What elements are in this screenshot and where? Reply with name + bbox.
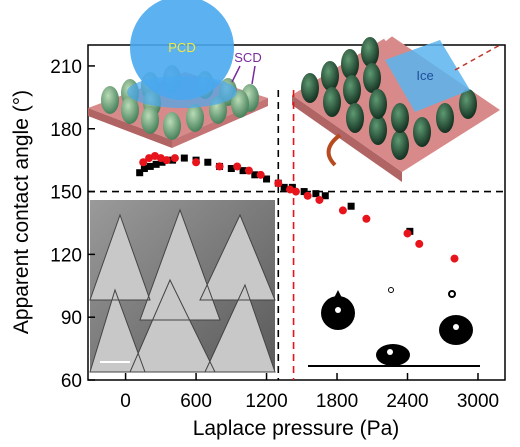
x-axis-title: Laplace pressure (Pa) bbox=[193, 417, 400, 440]
y-tick-label: 210 bbox=[50, 57, 82, 78]
y-tick-label: 120 bbox=[50, 245, 82, 266]
point bbox=[274, 179, 283, 188]
x-tick-label: 0 bbox=[120, 391, 131, 412]
annotation: SCD bbox=[234, 50, 261, 65]
point bbox=[291, 187, 300, 196]
point bbox=[321, 192, 329, 200]
y-axis-title: Apparent contact angle (°) bbox=[10, 90, 33, 334]
x-tick-label: 3000 bbox=[457, 391, 499, 412]
point bbox=[204, 158, 212, 166]
point bbox=[362, 214, 371, 223]
point bbox=[450, 254, 459, 263]
point bbox=[139, 158, 148, 167]
point bbox=[347, 202, 355, 210]
sem-inset bbox=[89, 200, 276, 373]
x-tick-label: 2400 bbox=[386, 391, 428, 412]
point bbox=[227, 165, 235, 173]
point bbox=[280, 183, 288, 191]
point bbox=[239, 167, 247, 175]
y-tick-label: 90 bbox=[61, 308, 82, 329]
point bbox=[263, 175, 271, 183]
droplets-inset bbox=[308, 287, 480, 367]
point bbox=[140, 165, 148, 173]
point bbox=[180, 154, 188, 162]
point bbox=[315, 195, 324, 204]
y-tick-label: 180 bbox=[50, 120, 82, 141]
point bbox=[312, 190, 320, 198]
x-tick-label: 1200 bbox=[245, 391, 287, 412]
y-tick-label: 150 bbox=[50, 183, 82, 204]
point bbox=[192, 158, 201, 167]
point bbox=[300, 188, 308, 196]
annotation: Ice bbox=[416, 68, 433, 83]
point bbox=[303, 191, 312, 200]
plot-area bbox=[87, 44, 506, 381]
point bbox=[415, 239, 424, 248]
x-tick-label: 1800 bbox=[316, 391, 358, 412]
annotation: PCD bbox=[168, 40, 195, 55]
point bbox=[162, 156, 171, 165]
point bbox=[152, 160, 160, 168]
point bbox=[233, 162, 242, 171]
point bbox=[403, 229, 412, 238]
point bbox=[244, 166, 253, 175]
point bbox=[136, 169, 144, 177]
point bbox=[215, 162, 224, 171]
ice-inset: Ice bbox=[292, 28, 501, 182]
x-tick-label: 600 bbox=[180, 391, 212, 412]
point bbox=[251, 171, 259, 179]
pcd-scd-inset: PCD SCD bbox=[88, 0, 268, 148]
point bbox=[158, 158, 166, 166]
point bbox=[170, 154, 179, 163]
point bbox=[146, 162, 154, 170]
point bbox=[256, 170, 265, 179]
point bbox=[338, 206, 347, 215]
y-tick-label: 60 bbox=[61, 371, 82, 392]
